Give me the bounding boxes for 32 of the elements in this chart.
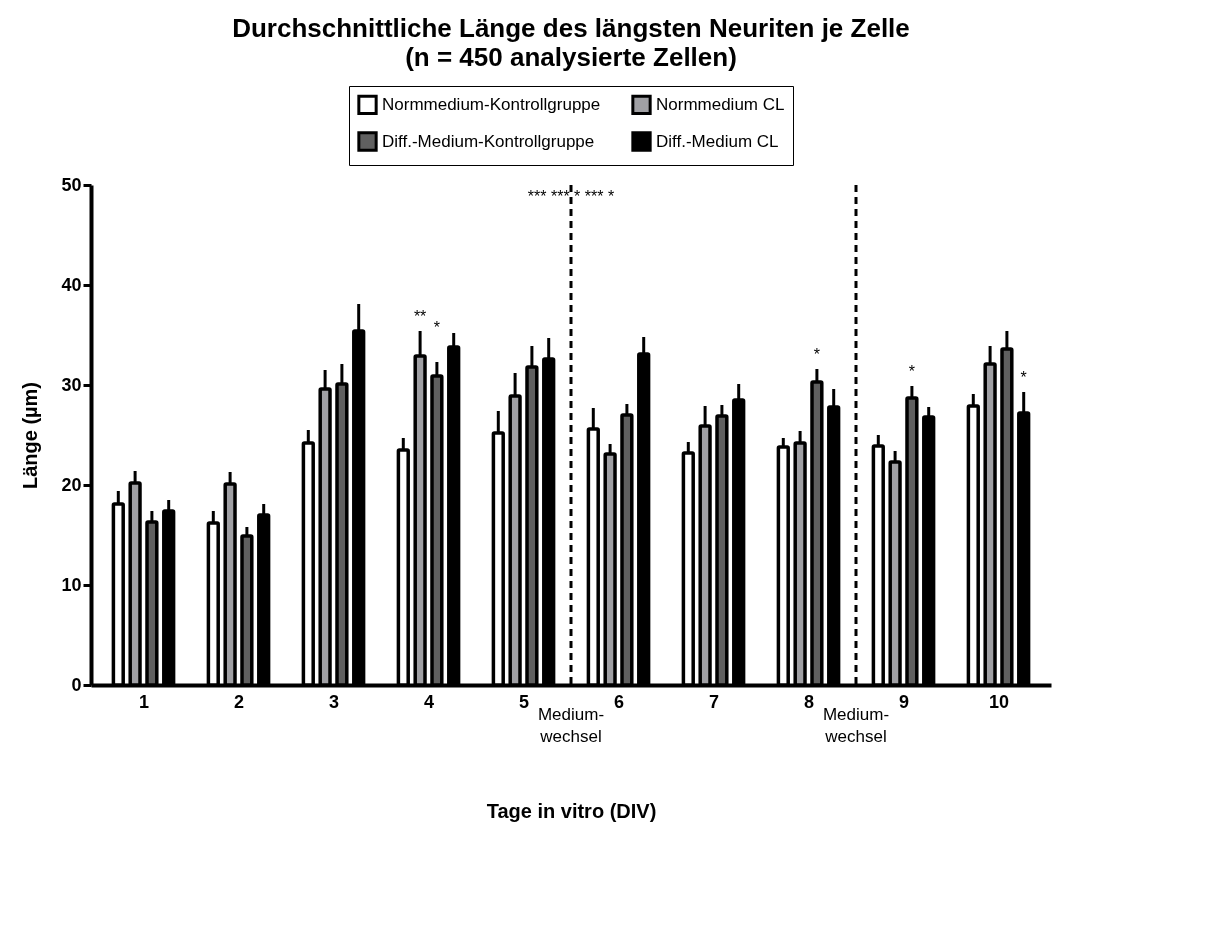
x-tick-label: 1	[138, 691, 150, 712]
annotation: *	[908, 363, 916, 380]
x-tick-label: 6	[613, 691, 625, 712]
x-tick-label: 10	[988, 691, 1010, 712]
x-tick-label: 4	[423, 691, 435, 712]
y-tick-label: 40	[61, 274, 82, 295]
y-tick-label: 50	[61, 174, 82, 195]
chart-subtitle: (n = 450 analysierte Zellen)	[405, 41, 737, 72]
text: *** *** * *** *	[527, 188, 615, 205]
legend-label: Normmedium CL	[656, 94, 785, 114]
legend-label: Diff.-Medium-Kontrollgruppe	[382, 131, 595, 151]
x-tick-label: 5	[518, 691, 530, 712]
ref-line-label: Medium- wechsel	[822, 705, 890, 746]
annotation: *	[1020, 369, 1027, 386]
x-tick-label: 9	[898, 691, 910, 712]
annotation: *	[813, 346, 821, 363]
x-tick-label: 3	[328, 691, 340, 712]
y-axis-title: Länge (µm)	[19, 381, 42, 490]
x-tick-label: 8	[803, 691, 815, 712]
annotation: *	[433, 319, 441, 336]
ref-line-label: Medium- wechsel	[537, 705, 605, 746]
x-axis-title: Tage in vitro (DIV)	[486, 799, 657, 822]
x-tick-label: 7	[708, 691, 720, 712]
y-tick-label: 20	[61, 474, 82, 495]
legend-label: Diff.-Medium CL	[656, 131, 779, 151]
y-tick-label: 10	[61, 574, 82, 595]
chart-title: Durchschnittliche Länge des längsten Neuriten je Zelle	[232, 12, 910, 43]
y-tick-label: 30	[61, 374, 82, 395]
legend-label: Normmedium-Kontrollgruppe	[382, 94, 601, 114]
annotation: **	[413, 308, 427, 325]
x-tick-label: 2	[233, 691, 245, 712]
y-tick-label: 0	[71, 674, 82, 695]
